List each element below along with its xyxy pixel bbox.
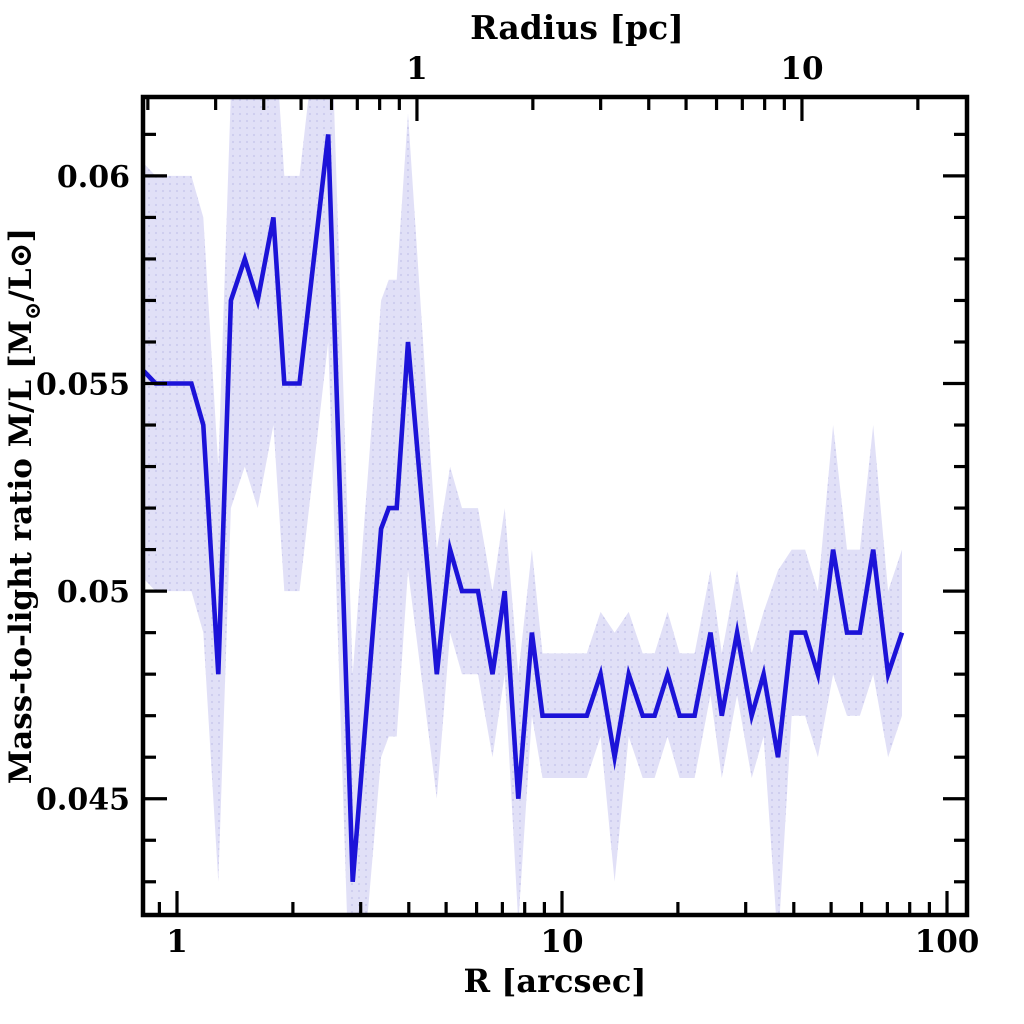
y-tick-label: 0.055 — [36, 368, 130, 403]
top-axis-title: Radius [pc] — [470, 8, 684, 47]
top-tick-label: 1 — [406, 51, 428, 87]
x-tick-label: 1 — [166, 924, 188, 960]
plot-area — [143, 97, 905, 915]
ml-profile-line — [143, 134, 905, 882]
y-tick-label: 0.05 — [57, 575, 130, 610]
plot-frame — [140, 94, 970, 918]
top-tick-label: 10 — [780, 51, 823, 87]
y-axis-title: Mass-to-light ratio M/L [M⊙/L⊙] — [3, 228, 46, 784]
y-tick-label: 0.06 — [57, 160, 130, 195]
axis-ticks — [143, 97, 967, 915]
x-tick-label: 10 — [540, 924, 583, 960]
y-tick-label: 0.045 — [36, 783, 130, 818]
x-tick-label: 100 — [915, 924, 980, 960]
x-axis-title: R [arcsec] — [464, 962, 647, 1000]
